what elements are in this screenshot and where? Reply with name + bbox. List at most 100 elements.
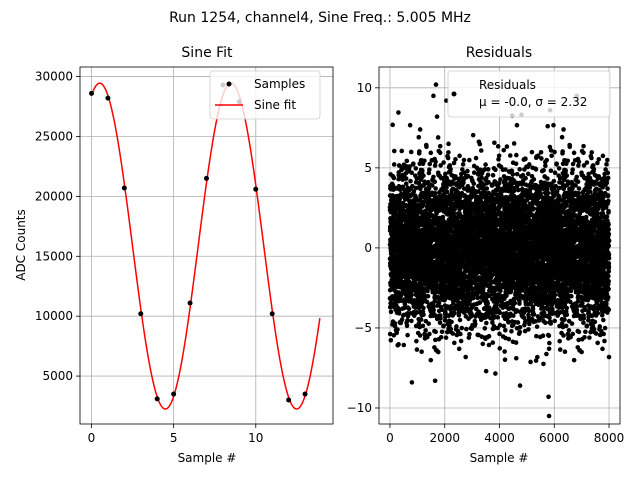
sample-point [253,186,259,192]
residual-point [416,134,422,140]
residual-point [473,155,479,161]
legend-samples-marker [226,81,232,87]
residual-point [477,300,483,305]
residual-point [417,127,423,132]
residual-point [459,325,465,331]
residual-point [421,312,426,318]
sine-fit-legend-box [209,70,321,120]
residual-point [458,331,463,337]
sine-fit-axes-frame [79,66,334,425]
residual-point [390,122,395,128]
residual-point [428,150,434,156]
residual-point [431,307,436,313]
residual-point [414,347,420,352]
residual-point [407,164,412,169]
residual-point [403,176,409,181]
residual-point [424,144,429,150]
residual-point [410,161,416,166]
residual-point [511,188,517,194]
residual-point [426,321,431,326]
residual-point [408,178,413,184]
residual-point [478,148,484,153]
legend-sine-fit-label: Sine fit [254,98,296,112]
residual-point [431,93,436,99]
residual-point [461,157,467,163]
residual-point [450,331,456,336]
residual-point [480,341,486,347]
residual-point [410,183,415,189]
residual-point [399,148,405,154]
residual-point [441,160,446,165]
residual-point [479,175,484,180]
residual-point [511,313,516,318]
sample-point [302,391,308,397]
residual-point [452,310,457,316]
residual-point [507,153,513,158]
residual-point [428,357,434,363]
residual-point [422,158,427,164]
residual-point [416,321,422,326]
residual-point [510,172,516,177]
residual-point [409,318,414,324]
residual-point [464,326,469,332]
residual-point [509,329,514,334]
residual-point [454,324,459,329]
residual-point [497,322,503,328]
sample-point [89,90,94,96]
sine-fit-legend: Samples Sine fit [209,70,321,120]
residual-point [437,143,443,149]
residual-point [433,329,438,335]
residual-point [439,329,445,335]
residual-point [496,153,502,159]
legend-samples-label: Samples [254,77,305,91]
residual-point [387,331,393,337]
residual-point [443,335,449,340]
sine-fit-curve [90,82,321,410]
residual-point [492,140,497,146]
sine-fit-panel: Sine Fit 0 5 10 50001000015000200002500030… [14,45,334,465]
residual-point [484,186,490,191]
residual-point [448,326,454,332]
residual-point [421,305,426,311]
residual-point [514,171,520,177]
residual-point [457,153,462,159]
residual-point [470,132,476,138]
sample-point [105,95,111,101]
residual-point [427,331,432,337]
residual-point [432,179,438,185]
residual-point [431,174,436,180]
sample-point [121,185,127,191]
residual-point [467,331,472,337]
residual-point [465,168,470,174]
residual-point [433,159,438,165]
residual-point [513,161,519,167]
sample-point [286,397,292,403]
residual-point [436,349,441,355]
residual-point [501,147,507,153]
residual-point [420,323,426,329]
residual-point [489,183,495,188]
residual-point [417,149,422,154]
residual-point [437,150,443,156]
residual-point [493,167,498,173]
residual-point [408,149,414,155]
residual-point [420,168,425,173]
residual-point [391,175,397,181]
residual-point [433,186,438,191]
residual-point [513,340,519,345]
residual-point [423,328,428,333]
residual-point [446,150,451,155]
residual-point [417,295,423,300]
sine-fit-x-ticks: 0 5 10 [88,424,263,445]
residual-point [417,333,423,338]
residual-point [501,323,507,329]
residual-point [411,189,417,194]
residual-point [517,329,523,335]
residual-point [497,310,502,316]
sine-fit-y-tick-label: 15000 [35,249,73,263]
residual-point [497,346,503,351]
residual-point [406,306,412,312]
residual-point [394,330,400,336]
residual-point [420,202,426,208]
residual-point [512,300,518,306]
